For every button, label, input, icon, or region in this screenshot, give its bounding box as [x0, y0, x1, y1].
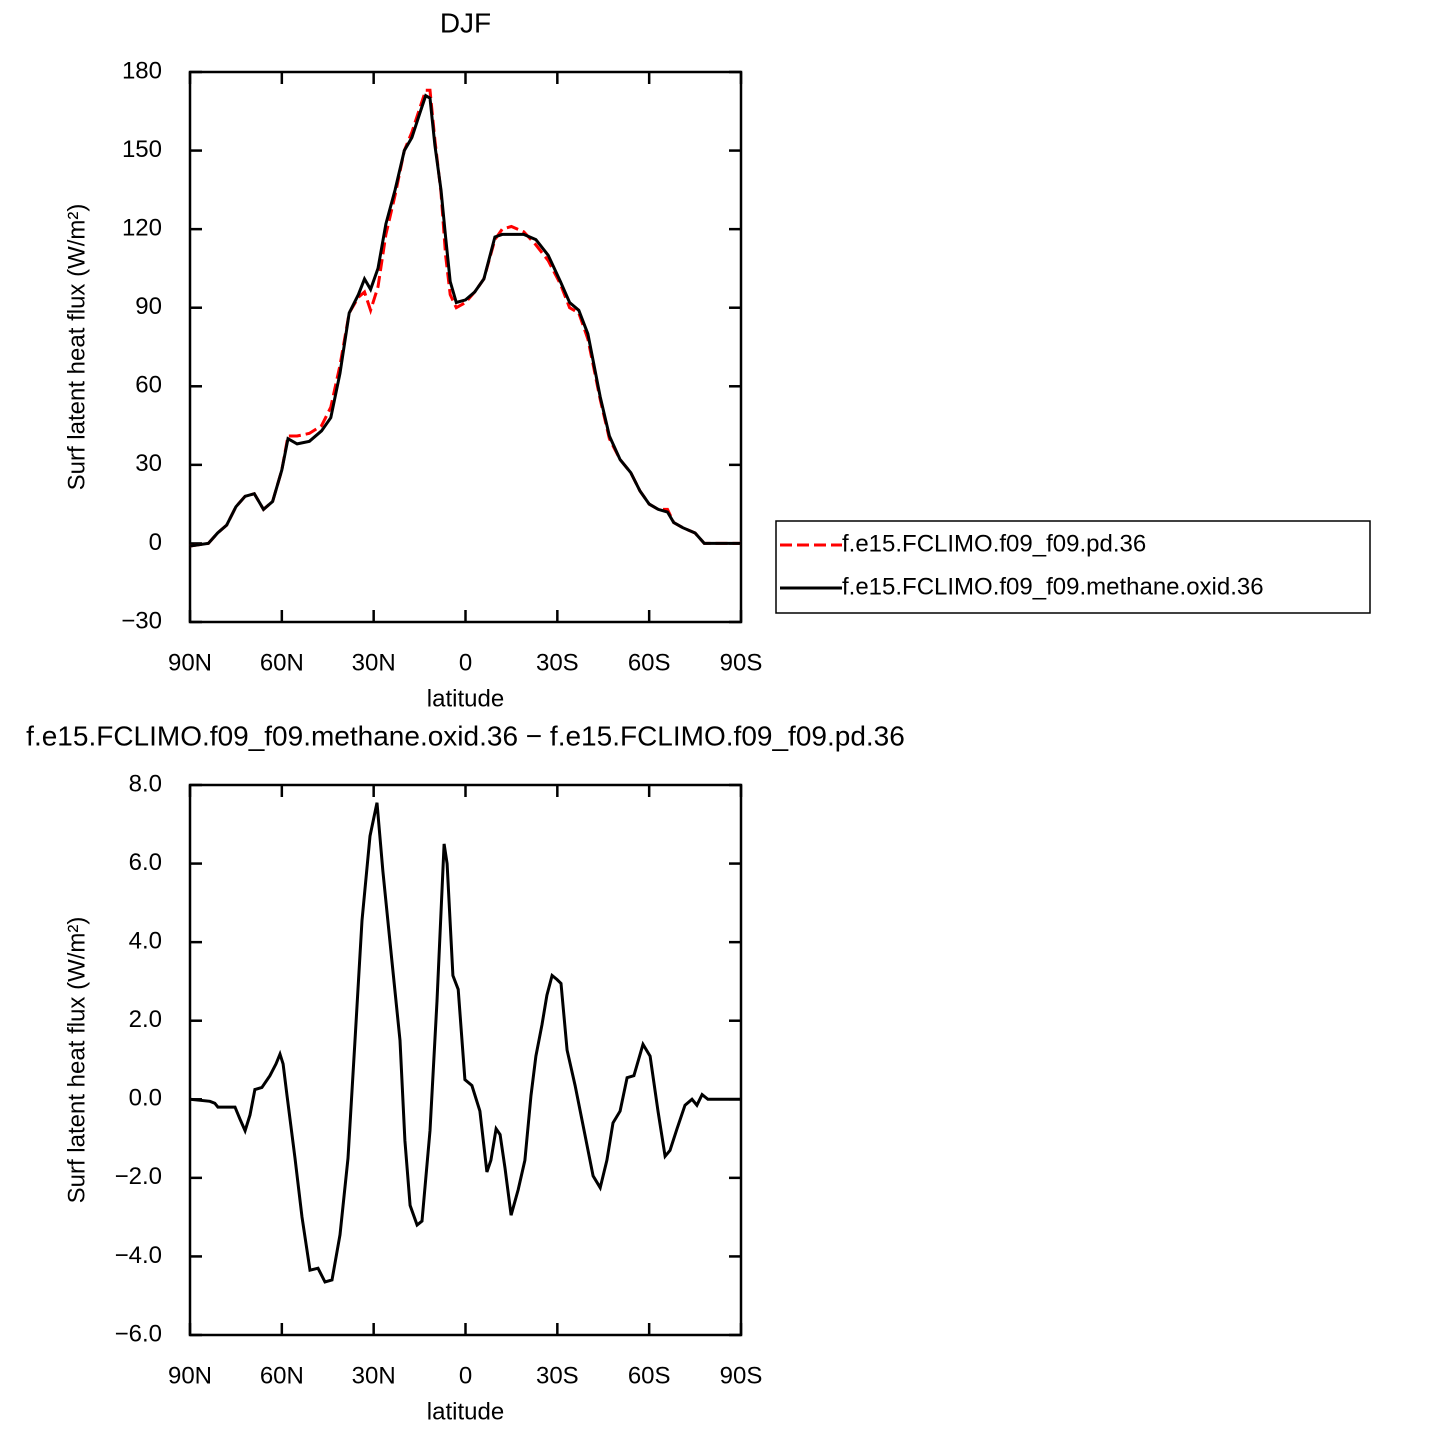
x-tick-label: 60S — [628, 1362, 671, 1389]
plot-frame — [188, 70, 743, 624]
y-tick-label: 4.0 — [129, 927, 162, 954]
y-tick-label: −6.0 — [115, 1320, 162, 1347]
y-tick-label: 0 — [149, 529, 162, 556]
x-axis-label: latitude — [427, 1398, 504, 1425]
y-tick-label: −30 — [121, 607, 162, 634]
x-tick-label: 90S — [720, 649, 763, 676]
y-tick-label: 6.0 — [129, 849, 162, 876]
x-tick-label: 0 — [459, 649, 472, 676]
x-tick-label: 60S — [628, 649, 671, 676]
x-tick-label: 30N — [352, 649, 396, 676]
x-tick-label: 60N — [260, 649, 304, 676]
data-line — [189, 93, 741, 548]
x-tick-label: 60N — [260, 1362, 304, 1389]
x-tick-label: 30S — [536, 1362, 579, 1389]
x-tick-label: 90S — [720, 1362, 763, 1389]
y-tick-label: −2.0 — [115, 1163, 162, 1190]
data-line — [189, 802, 741, 1284]
data-line — [189, 88, 741, 548]
x-axis-label: latitude — [427, 685, 504, 712]
chart-title: f.e15.FCLIMO.f09_f09.methane.oxid.36 − f… — [26, 720, 905, 751]
chart-panel: f.e15.FCLIMO.f09_f09.methane.oxid.36 − f… — [26, 720, 905, 1425]
y-tick-label: 180 — [122, 57, 162, 84]
y-tick-label: 30 — [135, 450, 162, 477]
chart-title: DJF — [440, 7, 491, 38]
chart-panel: DJF −30 0 30 60 90 120 150 180 90N 60N 30N 0 30S 60S 90… — [63, 7, 1371, 712]
x-tick-label: 90N — [168, 1362, 212, 1389]
legend-box — [775, 520, 1371, 614]
y-tick-label: 120 — [122, 214, 162, 241]
y-axis-label: Surf latent heat flux (W/m²) — [63, 204, 90, 491]
y-tick-label: 90 — [135, 293, 162, 320]
y-tick-label: 2.0 — [129, 1006, 162, 1033]
x-tick-label: 90N — [168, 649, 212, 676]
x-tick-label: 0 — [459, 1362, 472, 1389]
plot-frame — [188, 783, 743, 1337]
legend-label: f.e15.FCLIMO.f09_f09.pd.36 — [842, 530, 1146, 557]
legend-label: f.e15.FCLIMO.f09_f09.methane.oxid.36 — [842, 573, 1264, 600]
y-tick-label: 8.0 — [129, 770, 162, 797]
x-tick-label: 30N — [352, 1362, 396, 1389]
y-tick-label: −4.0 — [115, 1242, 162, 1269]
x-tick-label: 30S — [536, 649, 579, 676]
y-axis-label: Surf latent heat flux (W/m²) — [63, 917, 90, 1204]
y-tick-label: 0.0 — [129, 1085, 162, 1112]
y-tick-label: 60 — [135, 372, 162, 399]
y-tick-label: 150 — [122, 136, 162, 163]
